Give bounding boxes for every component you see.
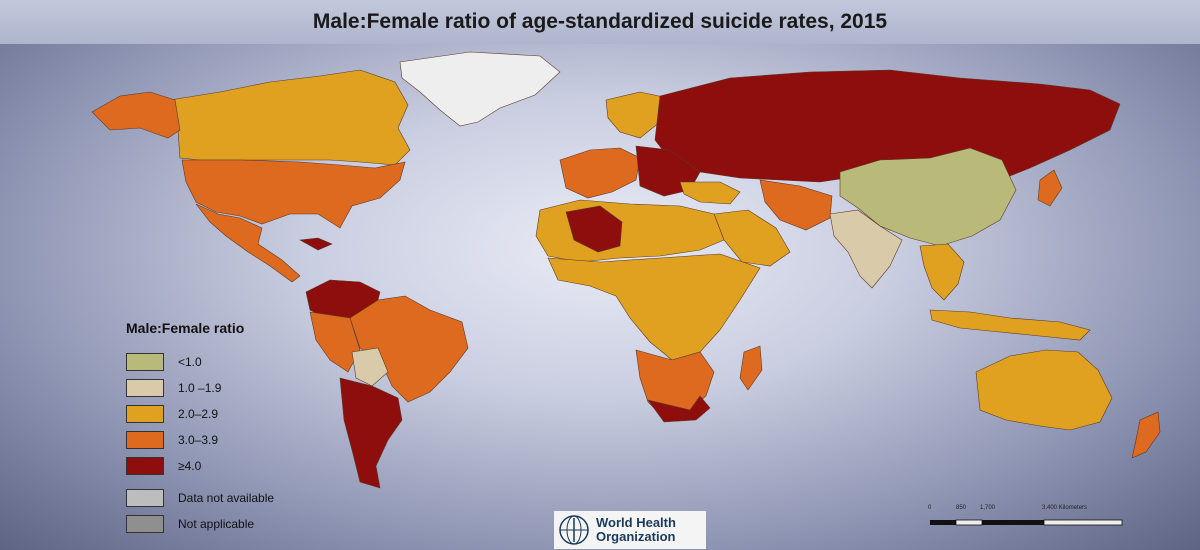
region-australia	[975, 349, 1113, 431]
legend-item-2-2.9: 2.0–2.9	[126, 402, 346, 426]
region-madagascar	[739, 345, 763, 391]
region-canada	[169, 69, 411, 166]
region-central-africa	[547, 253, 761, 361]
scale-bar: 0 850 1,700 3,400 Kilometers	[928, 505, 1128, 531]
region-algeria	[565, 205, 623, 253]
region-caribbean	[299, 237, 333, 251]
who-line2: Organization	[596, 529, 676, 544]
region-new-zealand	[1131, 411, 1161, 459]
legend-label: ≥4.0	[178, 459, 202, 473]
scale-label-0: 0	[928, 505, 932, 511]
who-text: World Health Organization	[596, 516, 676, 544]
scale-label-850: 850	[956, 505, 967, 511]
region-russia	[654, 69, 1121, 183]
region-indonesia	[929, 309, 1091, 341]
region-se-asia	[919, 243, 965, 301]
world-map	[91, 51, 1161, 489]
legend-label: Data not available	[178, 491, 275, 505]
legend-swatch	[126, 515, 164, 533]
region-usa	[181, 159, 406, 229]
who-logo: World Health Organization	[554, 511, 706, 549]
legend-item-lt1: <1.0	[126, 350, 346, 374]
region-bolivia	[351, 347, 389, 387]
legend-swatch	[126, 353, 164, 371]
region-china	[839, 147, 1017, 247]
region-central-asia	[759, 179, 833, 231]
who-emblem-icon	[559, 515, 589, 545]
legend-item-3-3.9: 3.0–3.9	[126, 428, 346, 452]
map-title: Male:Female ratio of age-standardized su…	[312, 10, 888, 33]
scale-label-3400: 3,400 Kilometers	[1042, 505, 1088, 511]
region-argentina	[339, 377, 403, 489]
legend-item-no-data: Data not available	[126, 486, 346, 510]
region-alaska	[91, 91, 181, 139]
who-line1: World Health	[596, 515, 676, 530]
scale-label-1700: 1,700	[980, 505, 996, 511]
region-scandinavia	[605, 91, 669, 139]
legend-title: Male:Female ratio	[126, 320, 245, 336]
legend-swatch	[126, 457, 164, 475]
region-europe-west	[559, 147, 641, 199]
legend-item-ge4: ≥4.0	[126, 454, 346, 478]
legend-swatch	[126, 405, 164, 423]
region-india	[829, 209, 903, 289]
scale-labels: 0 850 1,700 3,400 Kilometers	[928, 505, 1128, 515]
region-north-africa	[535, 199, 725, 263]
legend-swatch	[126, 431, 164, 449]
legend-swatch	[126, 379, 164, 397]
region-turkey	[679, 181, 741, 205]
legend-label: 1.0 –1.9	[178, 381, 222, 395]
legend-label: <1.0	[178, 355, 202, 369]
region-south-africa	[647, 395, 711, 423]
region-greenland	[399, 51, 561, 127]
scale-bar-graphic	[930, 519, 1123, 526]
region-mexico	[195, 203, 301, 283]
region-japan	[1037, 169, 1063, 207]
region-peru	[309, 311, 361, 373]
legend-label: 3.0–3.9	[178, 433, 219, 447]
legend-label: Not applicable	[178, 517, 255, 531]
map-legend: Male:Female ratio <1.0 1.0 –1.9 2.0–2.9 …	[126, 320, 346, 538]
region-arabia	[713, 209, 791, 267]
legend-swatch	[126, 489, 164, 507]
legend-label: 2.0–2.9	[178, 407, 219, 421]
title-bar: Male:Female ratio of age-standardized su…	[0, 0, 1200, 44]
legend-item-1-1.9: 1.0 –1.9	[126, 376, 346, 400]
legend-item-not-applicable: Not applicable	[126, 512, 346, 536]
